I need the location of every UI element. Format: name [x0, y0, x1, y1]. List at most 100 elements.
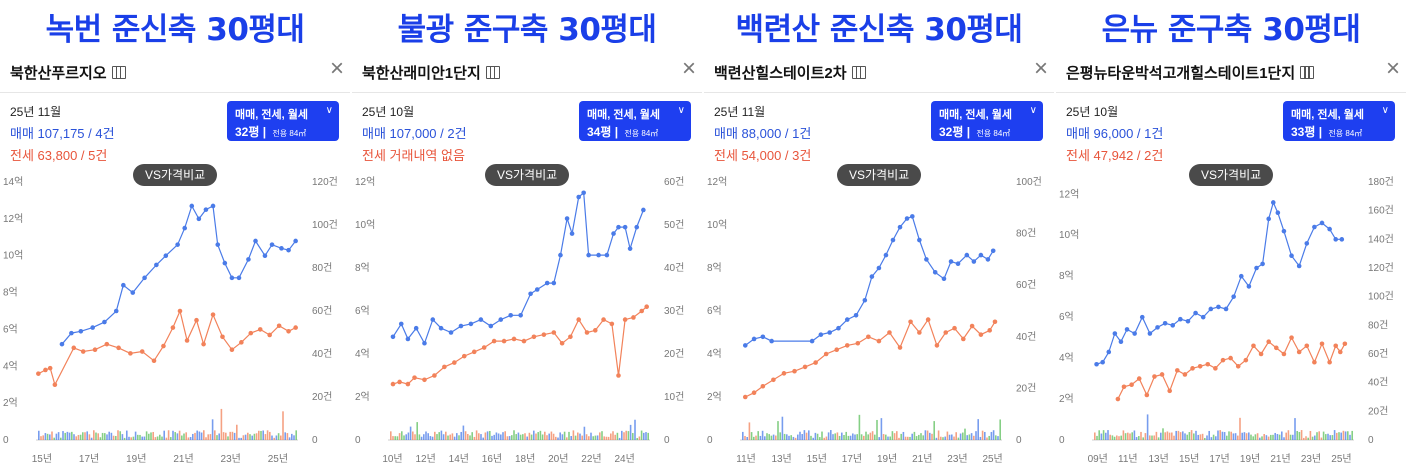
- data-point: [952, 325, 957, 331]
- volume-bar: [896, 431, 898, 440]
- data-point: [390, 334, 396, 340]
- volume-bar: [552, 433, 555, 440]
- data-point: [438, 325, 444, 331]
- volume-bar: [60, 437, 62, 440]
- trade-filter-button[interactable]: 매매, 전세, 월세 ∨ 32평 | 전용 84㎡: [227, 101, 339, 141]
- data-point: [1275, 210, 1281, 216]
- volume-bar: [1237, 435, 1239, 440]
- apartment-name-text[interactable]: 은평뉴타운박석고개힐스테이트1단지: [1066, 65, 1296, 82]
- volume-bar: [975, 431, 977, 440]
- volume-bar: [260, 430, 262, 440]
- x-tick: 11년: [736, 453, 756, 465]
- close-icon[interactable]: ×: [329, 55, 344, 82]
- volume-bar: [174, 432, 176, 440]
- trade-filter-button[interactable]: 매매, 전세, 월세 ∨ 32평 | 전용 84㎡: [931, 101, 1043, 141]
- data-point: [412, 375, 417, 380]
- chevron-down-icon: ∨: [1029, 105, 1037, 116]
- map-icon[interactable]: [111, 66, 126, 79]
- volume-bar: [1127, 432, 1129, 440]
- volume-bar: [431, 436, 434, 440]
- volume-bar: [924, 430, 927, 440]
- x-tick: 18년: [515, 453, 535, 465]
- data-point: [1333, 237, 1339, 242]
- data-point: [246, 257, 251, 262]
- data-point: [1270, 200, 1276, 205]
- apartment-name[interactable]: 북한산푸르지오: [10, 62, 126, 83]
- apartment-name-text[interactable]: 백련산힐스테이트2차: [714, 65, 847, 82]
- volume-bar: [143, 436, 146, 440]
- vs-compare-button[interactable]: VS가격비교: [837, 164, 922, 186]
- volume-bar: [438, 432, 440, 440]
- data-point: [1339, 237, 1345, 242]
- volume-bar: [277, 433, 280, 440]
- volume-bar: [1107, 430, 1109, 440]
- map-icon[interactable]: [851, 66, 866, 79]
- data-point: [1200, 314, 1206, 320]
- volume-bar: [442, 434, 445, 440]
- volume-bar: [625, 430, 627, 440]
- vs-compare-button[interactable]: VS가격비교: [133, 164, 218, 186]
- y-left-tick: 6억: [355, 305, 370, 317]
- x-tick: 21년: [912, 453, 932, 465]
- filter-types: 매매, 전세, 월세: [939, 109, 1012, 121]
- map-icon[interactable]: [1300, 66, 1315, 79]
- volume-bar: [944, 436, 946, 440]
- volume-bar: [1094, 432, 1096, 440]
- volume-bar: [524, 433, 526, 440]
- volume-bar: [913, 431, 916, 440]
- trade-filter-button[interactable]: 매매, 전세, 월세 ∨ 33평 | 전용 84㎡: [1283, 101, 1395, 141]
- close-icon[interactable]: ×: [1033, 55, 1048, 82]
- volume-bar: [986, 437, 988, 440]
- data-point: [813, 360, 818, 365]
- volume-bar: [445, 431, 447, 440]
- volume-bar: [1175, 430, 1177, 440]
- volume-bar: [264, 434, 267, 440]
- close-icon[interactable]: ×: [1385, 55, 1400, 82]
- x-tick: 23년: [221, 453, 241, 465]
- volume-bar: [42, 435, 44, 440]
- y-right-tick: 20건: [1368, 405, 1388, 417]
- vs-compare-button[interactable]: VS가격비교: [1189, 164, 1274, 186]
- data-point: [189, 203, 195, 209]
- volume-bar: [570, 436, 572, 440]
- apartment-name-text[interactable]: 북한산래미안1단지: [362, 65, 481, 82]
- data-point: [771, 377, 776, 383]
- data-point: [802, 364, 808, 370]
- data-point: [1208, 306, 1214, 312]
- x-tick: 16년: [482, 453, 502, 465]
- apartment-name-text[interactable]: 북한산푸르지오: [10, 65, 107, 82]
- volume-bar: [414, 434, 416, 440]
- map-icon[interactable]: [485, 66, 500, 79]
- volume-bar: [176, 433, 179, 440]
- volume-bar: [218, 433, 220, 440]
- data-point: [964, 252, 970, 258]
- volume-bar: [781, 416, 784, 440]
- volume-bar: [231, 431, 234, 440]
- apartment-name[interactable]: 은평뉴타운박석고개힐스테이트1단지: [1066, 62, 1315, 83]
- volume-bar: [148, 433, 150, 440]
- volume-bar: [544, 431, 546, 440]
- volume-bar: [955, 432, 957, 440]
- filter-size-value: 32평: [235, 125, 260, 139]
- trade-filter-button[interactable]: 매매, 전세, 월세 ∨ 34평 | 전용 84㎡: [579, 101, 691, 141]
- volume-bar: [484, 432, 487, 440]
- vs-compare-button[interactable]: VS가격비교: [485, 164, 570, 186]
- data-point: [222, 260, 228, 266]
- apartment-name[interactable]: 북한산래미안1단지: [362, 62, 500, 83]
- sale-summary: 매매 88,000 / 1건: [714, 126, 812, 141]
- close-icon[interactable]: ×: [681, 55, 696, 82]
- volume-bar: [918, 434, 920, 440]
- volume-bar: [964, 428, 966, 440]
- y-left-tick: 2억: [707, 391, 722, 403]
- apartment-name[interactable]: 백련산힐스테이트2차: [714, 62, 866, 83]
- volume-bar: [766, 433, 768, 440]
- volume-bar: [904, 436, 907, 440]
- data-point: [1296, 263, 1302, 269]
- volume-bar: [935, 437, 938, 440]
- volume-bar: [460, 431, 462, 440]
- volume-bar: [1184, 433, 1186, 440]
- volume-bar: [247, 432, 249, 440]
- data-point: [584, 330, 590, 335]
- volume-bar: [434, 431, 436, 440]
- data-point: [569, 231, 575, 236]
